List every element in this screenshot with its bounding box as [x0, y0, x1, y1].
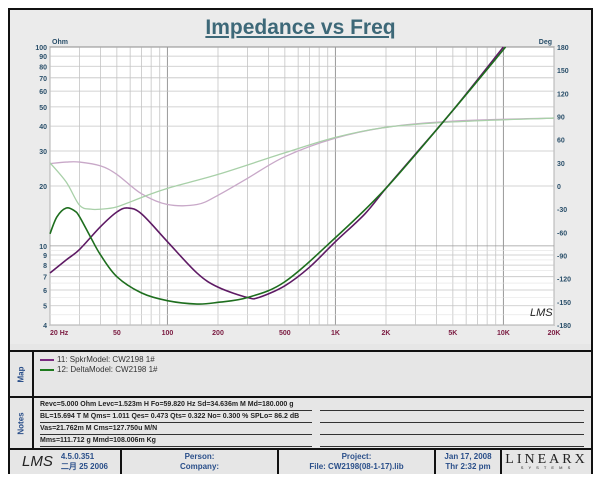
legend-swatch — [40, 368, 54, 371]
legend-item: 12: DeltaModel: CW2198 1# — [40, 365, 158, 374]
footer-project: Project: File: CW2198(08-1-17).lib — [279, 450, 436, 474]
map-panel: Map 11: SpkrModel: CW2198 1# 12: DeltaMo… — [10, 350, 591, 396]
y-tick-label: 90 — [39, 54, 47, 61]
y-tick-label: 20 — [39, 184, 47, 191]
footer-date: Jan 17, 2008 Thr 2:32 pm — [436, 450, 502, 474]
note-line[interactable]: BL=15.694 T M Qms= 1.011 Qes= 0.473 Qts=… — [40, 412, 312, 423]
y-tick-label: 10 — [39, 244, 47, 251]
x-tick-label: 100 — [162, 330, 174, 337]
y2-tick-label: -150 — [557, 300, 571, 307]
x-tick-label: 10K — [497, 330, 510, 337]
y2-tick-label: 120 — [557, 91, 569, 98]
x-tick-label: 20K — [548, 330, 561, 337]
y2-tick-label: -60 — [557, 230, 567, 237]
y2-tick-label: 30 — [557, 161, 565, 168]
note-line[interactable]: Revc=5.000 Ohm Levc=1.523m H Fo=59.820 H… — [40, 400, 312, 411]
note-line-empty[interactable] — [320, 436, 584, 447]
y-tick-label: 60 — [39, 89, 47, 96]
y2-tick-label: -120 — [557, 277, 571, 284]
x-tick-label: 200 — [212, 330, 224, 337]
y-tick-label: 5 — [43, 304, 47, 311]
y2-tick-label: -90 — [557, 254, 567, 261]
x-tick-label: 1K — [331, 330, 340, 337]
y2-axis-label: Deg — [539, 39, 552, 46]
legend-swatch — [40, 358, 54, 361]
series-line-3 — [49, 117, 555, 211]
window-frame: Impedance vs Freq 20 Hz 50 100 200 500 1K 2K 5K… — [8, 8, 593, 474]
x-tick-label: 500 — [279, 330, 291, 337]
y-tick-label: 80 — [39, 64, 47, 71]
chart-title: Impedance vs Freq — [205, 16, 396, 39]
legend-item: 11: SpkrModel: CW2198 1# — [40, 355, 155, 364]
y2-tick-label: -30 — [557, 207, 567, 214]
note-line[interactable]: Vas=21.762m M Cms=127.750u M/N — [40, 424, 312, 435]
lms-logo: LMS — [22, 453, 53, 470]
y-tick-label: 9 — [43, 253, 47, 260]
note-line[interactable]: Mms=111.712 g Mmd=108.006m Kg — [40, 436, 312, 447]
y2-tick-label: 90 — [557, 115, 565, 122]
y2-tick-label: -180 — [557, 323, 571, 330]
y-tick-label: 6 — [43, 288, 47, 295]
footer: LMS 4.5.0.351 二月 25 2006 Person: Company: … — [10, 448, 591, 474]
y-tick-label: 40 — [39, 124, 47, 131]
notes-panel: Notes Revc=5.000 Ohm Levc=1.523m H Fo=59… — [10, 396, 591, 448]
y-axis-label: Ohm — [52, 39, 68, 46]
x-tick-label: 2K — [382, 330, 391, 337]
y-tick-label: 8 — [43, 263, 47, 270]
version-info: 4.5.0.351 二月 25 2006 — [60, 452, 108, 471]
footer-person: Person: Company: — [122, 450, 279, 474]
impedance-chart: 20 Hz 50 100 200 500 1K 2K 5K 10K 20K100908070605… — [35, 39, 571, 337]
map-side-label: Map — [10, 352, 34, 396]
note-line-empty[interactable] — [320, 400, 584, 411]
y-tick-label: 50 — [39, 105, 47, 112]
y2-tick-label: 150 — [557, 68, 569, 75]
note-line-empty[interactable] — [320, 424, 584, 435]
y2-tick-label: 180 — [557, 45, 569, 52]
x-tick-label: 20 Hz — [50, 330, 69, 337]
series-line-1 — [49, 46, 507, 305]
y2-tick-label: 0 — [557, 184, 561, 191]
y2-tick-label: 60 — [557, 138, 565, 145]
x-tick-label: 5K — [448, 330, 457, 337]
notes-side-label: Notes — [10, 398, 34, 448]
y-tick-label: 100 — [35, 45, 47, 52]
y-tick-label: 30 — [39, 149, 47, 156]
x-tick-label: 50 — [113, 330, 121, 337]
note-line-empty[interactable] — [320, 412, 584, 423]
linearx-logo: LINEARX S Y S T E M S — [505, 451, 588, 470]
chart-panel: Impedance vs Freq 20 Hz 50 100 200 500 1K 2K 5K… — [10, 10, 591, 344]
footer-version: LMS 4.5.0.351 二月 25 2006 — [10, 450, 122, 474]
lms-watermark: LMS — [530, 307, 553, 319]
y-tick-label: 70 — [39, 76, 47, 83]
y-tick-label: 7 — [43, 275, 47, 282]
y-tick-label: 4 — [43, 323, 47, 330]
